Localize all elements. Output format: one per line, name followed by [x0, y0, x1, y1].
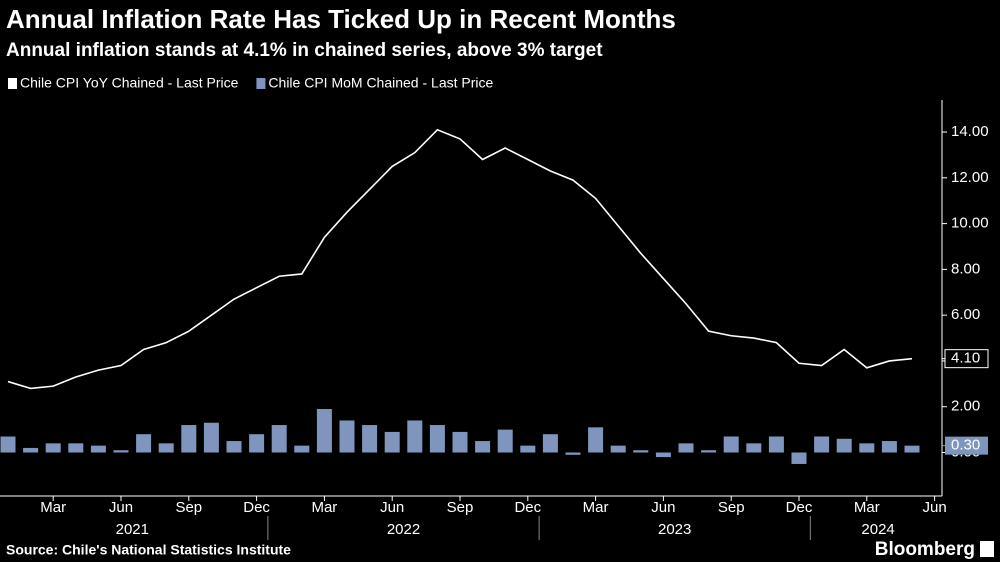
- bar: [294, 445, 310, 453]
- chart-subtitle: Annual inflation stands at 4.1% in chain…: [6, 40, 603, 61]
- bar: [542, 434, 558, 453]
- x-tick-label: Jun: [380, 499, 404, 516]
- bar: [68, 443, 84, 453]
- brand-icon: [980, 541, 994, 557]
- bar: [384, 431, 400, 453]
- bar: [203, 422, 219, 453]
- x-tick-label: Sep: [447, 499, 474, 516]
- x-tick-label: Jun: [923, 499, 947, 516]
- chart-title: Annual Inflation Rate Has Ticked Up in R…: [6, 4, 676, 34]
- bar: [113, 450, 129, 453]
- bar: [520, 445, 536, 453]
- y-tick-label: 8.00: [951, 260, 980, 277]
- y-tick-label: 2.00: [951, 398, 980, 415]
- year-label: 2023: [658, 521, 691, 538]
- legend-swatch: [8, 78, 17, 89]
- bar: [452, 431, 468, 453]
- bar: [723, 436, 739, 453]
- x-tick-label: Jun: [109, 499, 133, 516]
- x-tick-label: Mar: [40, 499, 66, 516]
- line: [7, 128, 913, 390]
- x-tick-label: Jun: [651, 499, 675, 516]
- bar: [429, 425, 445, 453]
- bar: [0, 436, 16, 453]
- bar: [859, 443, 875, 453]
- bar: [136, 434, 152, 453]
- legend-swatch: [256, 78, 266, 89]
- bar: [226, 441, 242, 453]
- bar: [610, 445, 626, 453]
- x-tick-label: Mar: [583, 499, 609, 516]
- bar: [678, 443, 694, 453]
- x-tick-label: Dec: [514, 499, 541, 516]
- y-tick-label: 12.00: [951, 169, 989, 186]
- bar: [588, 427, 604, 453]
- bar: [701, 450, 717, 453]
- bar: [316, 409, 332, 453]
- year-label: 2021: [116, 521, 149, 538]
- bar: [475, 441, 491, 453]
- bar: [746, 443, 762, 453]
- year-label: 2022: [387, 521, 420, 538]
- year-label: 2024: [861, 521, 894, 538]
- legend-label: Chile CPI MoM Chained - Last Price: [268, 75, 493, 91]
- bar: [45, 443, 61, 453]
- bar: [271, 425, 287, 453]
- last-value-label: 0.30: [951, 437, 980, 454]
- bar: [249, 434, 265, 453]
- x-tick-label: Mar: [854, 499, 880, 516]
- x-tick-label: Mar: [311, 499, 337, 516]
- bar: [339, 420, 355, 453]
- last-value-box: [945, 436, 988, 455]
- x-tick-label: Sep: [175, 499, 202, 516]
- bar: [791, 452, 807, 464]
- y-tick-label: 6.00: [951, 306, 980, 323]
- bar: [881, 441, 897, 453]
- bar: [362, 425, 378, 453]
- bar: [904, 445, 920, 453]
- last-value-label: 4.10: [951, 350, 980, 367]
- bar: [407, 420, 423, 453]
- bar: [814, 436, 830, 453]
- x-tick-label: Dec: [243, 499, 270, 516]
- bar: [768, 436, 784, 453]
- bar: [633, 450, 649, 453]
- y-tick-label: 10.00: [951, 215, 989, 232]
- brand: Bloomberg: [875, 539, 975, 560]
- bar: [836, 438, 852, 453]
- legend-label: Chile CPI YoY Chained - Last Price: [20, 75, 239, 91]
- x-tick-label: Sep: [718, 499, 745, 516]
- bar: [158, 443, 174, 453]
- x-tick-label: Dec: [786, 499, 813, 516]
- source: Source: Chile's National Statistics Inst…: [6, 542, 291, 558]
- bar: [497, 429, 513, 453]
- bar: [181, 425, 197, 453]
- bar: [655, 452, 671, 458]
- y-tick-label: 14.00: [951, 123, 989, 140]
- bar: [565, 452, 581, 455]
- bar: [23, 447, 39, 453]
- bar: [90, 445, 106, 453]
